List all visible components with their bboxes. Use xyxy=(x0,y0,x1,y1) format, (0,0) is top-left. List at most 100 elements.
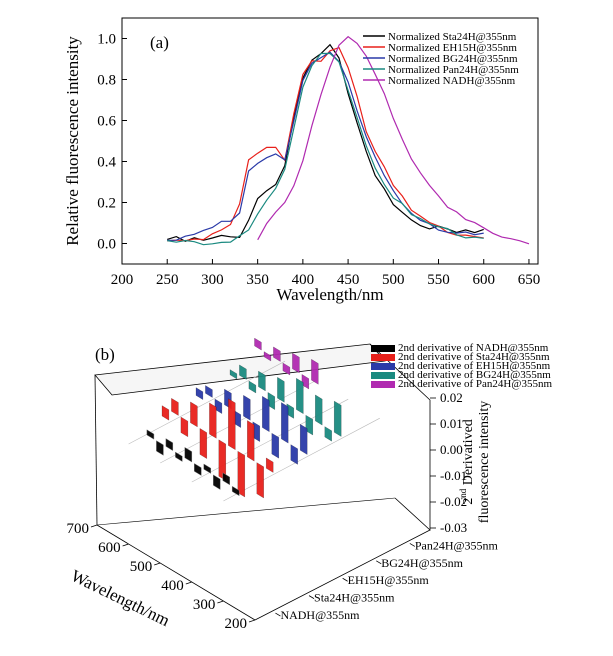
legend-entry: 2nd derivative of Pan24H@355nm xyxy=(398,378,552,390)
ribbon-bar-NADH@355nm xyxy=(165,438,174,452)
y-tick-label: 0.2 xyxy=(97,196,116,212)
ribbon-bar-BG24H@355nm xyxy=(258,370,266,392)
sample-tick-mark xyxy=(409,543,416,547)
ribbon-bar-NADH@355nm xyxy=(146,429,155,440)
series-line-1 xyxy=(167,43,484,242)
legend-swatch xyxy=(371,354,395,361)
sample-label: EH15H@355nm xyxy=(348,573,430,587)
x-tick-label: 250 xyxy=(156,272,179,288)
ribbon-bar-BG24H@355nm xyxy=(296,377,304,415)
ribbon-bar-Pan24H@355nm xyxy=(273,346,281,362)
x-tick-label: 650 xyxy=(518,272,541,288)
legend-swatch xyxy=(371,345,395,352)
y-tick-label: 1.0 xyxy=(97,32,116,48)
wavelength-tick-label: 400 xyxy=(161,578,184,594)
sample-tick-mark xyxy=(275,612,281,617)
ribbon-bar-EH15H@355nm xyxy=(243,394,251,421)
y-axis-ticks: 0.0 0.2 0.4 0.6 0.8 1.0 xyxy=(97,32,127,253)
ribbon-bar-NADH@355nm xyxy=(156,440,164,456)
legend-entry: Normalized Sta24H@355nm xyxy=(388,31,517,43)
x-tick-label: 350 xyxy=(246,272,269,288)
ribbon-bar-NADH@355nm xyxy=(213,474,221,490)
x-tick-label: 550 xyxy=(427,272,450,288)
wavelength-tick-mark xyxy=(90,524,98,528)
wavelength-tick-mark xyxy=(248,619,256,623)
legend-entry: Normalized Pan24H@355nm xyxy=(388,64,519,76)
z-tick-label: -0.02 xyxy=(440,494,467,509)
ribbon-bar-Pan24H@355nm xyxy=(263,351,272,362)
x-tick-label: 400 xyxy=(292,272,315,288)
ribbon-bars xyxy=(146,337,342,499)
ribbon-bar-BG24H@355nm xyxy=(315,394,323,426)
plot-frame xyxy=(121,17,539,265)
ribbon-bar-NADH@355nm xyxy=(184,446,193,463)
ribbon-bar-EH15H@355nm xyxy=(271,432,280,459)
ribbon-bar-EH15H@355nm xyxy=(205,385,213,398)
ribbon-bar-Sta24H@355nm xyxy=(161,405,170,421)
legend-entry: Normalized NADH@355nm xyxy=(388,75,516,87)
y-tick-label: 0.4 xyxy=(97,155,116,171)
sample-tick-mark xyxy=(342,577,348,582)
sample-tick-mark xyxy=(308,595,315,599)
ribbon-bar-EH15H@355nm xyxy=(290,444,298,465)
y-tick-label: 0.8 xyxy=(97,73,116,89)
ribbon-bar-Sta24H@355nm xyxy=(180,416,189,438)
panel-b-3d-chart: 0.02 0.01 0.00 -0.01 -0.02 -0.03 200 300 400 500… xyxy=(67,337,552,632)
legend-entry: 2nd derivative of EH15H@355nm xyxy=(398,360,551,372)
ribbon-bar-NADH@355nm xyxy=(231,485,240,497)
z-axis-ticks: 0.02 0.01 0.00 -0.01 -0.02 -0.03 xyxy=(430,390,467,535)
ribbon-bar-Sta24H@355nm xyxy=(199,427,208,460)
ribbon-bar-BG24H@355nm xyxy=(248,380,257,394)
z-tick-label: 0.00 xyxy=(440,442,463,457)
floor-right-edge xyxy=(254,529,431,621)
ribbon-bar-BG24H@355nm xyxy=(324,426,332,442)
left-back-edge xyxy=(94,374,98,526)
ribbon-bar-Sta24H@355nm xyxy=(265,457,274,473)
sample-label: Pan24H@355nm xyxy=(415,538,499,552)
z-axis-label-line2: fluorescence intensity xyxy=(477,401,492,523)
y-axis-label: Relative fluorescence intensity xyxy=(63,36,82,246)
z-tick-label: 0.01 xyxy=(440,416,463,431)
x-tick-label: 500 xyxy=(382,272,405,288)
ribbon-bar-Sta24H@355nm xyxy=(218,439,227,481)
wavelength-tick-mark xyxy=(154,562,161,566)
ribbon-bar-Sta24H@355nm xyxy=(171,397,179,416)
sample-tick-mark xyxy=(376,560,382,565)
wavelength-tick-mark xyxy=(217,600,224,604)
legend-entry: 2nd derivative of NADH@355nm xyxy=(398,342,549,354)
legend-swatch xyxy=(371,363,395,370)
ribbon-bar-Sta24H@355nm xyxy=(256,462,264,499)
wavelength-tick-label: 600 xyxy=(98,540,121,556)
legend-entry: 2nd derivative of Sta24H@355nm xyxy=(398,351,550,363)
ribbon-bar-BG24H@355nm xyxy=(229,369,238,380)
y-tick-label: 0.6 xyxy=(97,114,116,130)
ribbon-bar-EH15H@355nm xyxy=(299,423,308,455)
x-tick-label: 600 xyxy=(472,272,495,288)
ribbon-bar-Pan24H@355nm xyxy=(282,362,291,376)
wavelength-tick-label: 700 xyxy=(67,521,90,537)
legend-swatch xyxy=(371,372,395,379)
grid-line xyxy=(223,417,380,502)
x-axis-label: Wavelength/nm xyxy=(68,566,173,630)
y-tick-label: 0.0 xyxy=(97,237,116,253)
panel-label: (b) xyxy=(95,345,115,364)
legend-entry: Normalized EH15H@355nm xyxy=(388,42,517,54)
ribbon-bar-NADH@355nm xyxy=(175,451,183,462)
sample-label: NADH@355nm xyxy=(280,608,360,622)
ribbon-bar-Sta24H@355nm xyxy=(247,420,255,462)
x-tick-label: 200 xyxy=(111,272,134,288)
ribbon-bar-NADH@355nm xyxy=(203,463,212,474)
series-lines xyxy=(167,35,530,246)
wavelength-tick-label: 200 xyxy=(225,616,248,632)
ribbon-bar-EH15H@355nm xyxy=(262,395,270,433)
x-tick-label: 300 xyxy=(201,272,224,288)
ribbon-bar-BG24H@355nm xyxy=(277,376,285,403)
panel-a-line-chart: 200 250 300 350 400 450 500 550 600 650 0.0 0.2 0.4… xyxy=(63,17,541,304)
series-line-2 xyxy=(167,46,484,242)
ribbon-bar-EH15H@355nm xyxy=(195,387,204,401)
z-axis-label-line1: 2nd Derivatived xyxy=(458,419,476,505)
ribbon-bar-BG24H@355nm xyxy=(239,364,247,380)
series-line-4 xyxy=(167,52,484,246)
ribbon-bar-NADH@355nm xyxy=(222,472,230,486)
